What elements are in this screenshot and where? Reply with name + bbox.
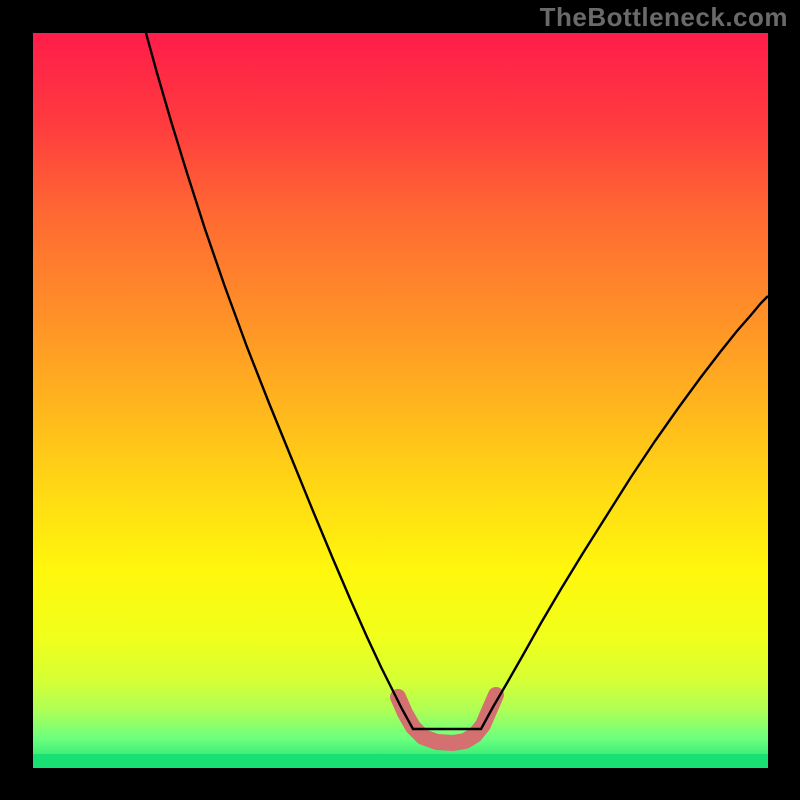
chart-container: TheBottleneck.com <box>0 0 800 800</box>
watermark-text: TheBottleneck.com <box>540 2 788 33</box>
plot-svg <box>33 33 768 768</box>
plot-background <box>33 33 768 768</box>
optimal-band <box>33 754 768 768</box>
plot-area <box>33 33 768 768</box>
